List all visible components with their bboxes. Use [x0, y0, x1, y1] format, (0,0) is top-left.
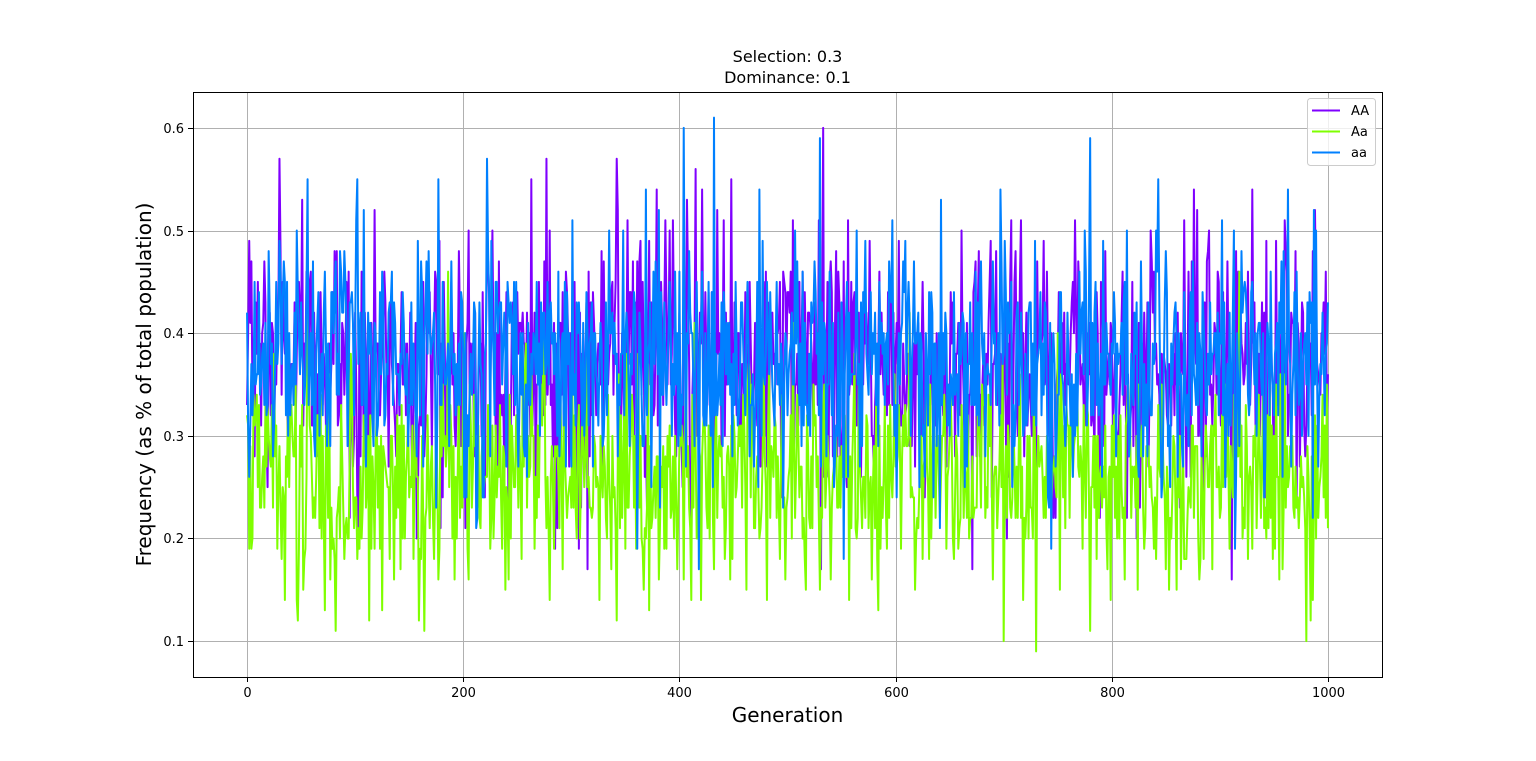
y-tick-label: 0.2 — [163, 532, 184, 547]
x-tick-label: 400 — [667, 686, 692, 701]
legend-box — [1307, 98, 1376, 166]
y-tick-label: 0.1 — [163, 635, 184, 650]
axis-ticks: 0 200 400 600 800 1000 0.1 0.2 0.3 0.4 0.5 0.6 — [163, 122, 1345, 701]
y-tick-label: 0.3 — [163, 430, 184, 445]
y-tick-label: 0.4 — [163, 327, 184, 342]
x-tick-label: 0 — [243, 686, 251, 701]
x-axis-label: Generation — [732, 703, 844, 727]
plot-frame — [193, 92, 1383, 678]
y-tick-label: 0.5 — [163, 225, 184, 240]
legend: AA Aa aa — [1307, 98, 1376, 166]
legend-label-AA: AA — [1351, 104, 1369, 119]
x-tick-label: 1000 — [1312, 686, 1345, 701]
x-tick-label: 600 — [884, 686, 909, 701]
y-tick-label: 0.6 — [163, 122, 184, 137]
x-tick-label: 800 — [1100, 686, 1125, 701]
legend-label-aa: aa — [1351, 146, 1367, 161]
title-line: Dominance: 0.1 — [724, 68, 851, 87]
legend-label-Aa: Aa — [1351, 125, 1368, 140]
x-tick-label: 200 — [451, 686, 476, 701]
series-line-aa — [246, 116, 1329, 571]
series-lines — [246, 116, 1329, 653]
title-line: Selection: 0.3 — [733, 47, 843, 66]
chart-title: Selection: 0.3 Dominance: 0.1 — [724, 47, 851, 87]
y-axis-label: Frequency (as % of total population) — [132, 203, 156, 567]
